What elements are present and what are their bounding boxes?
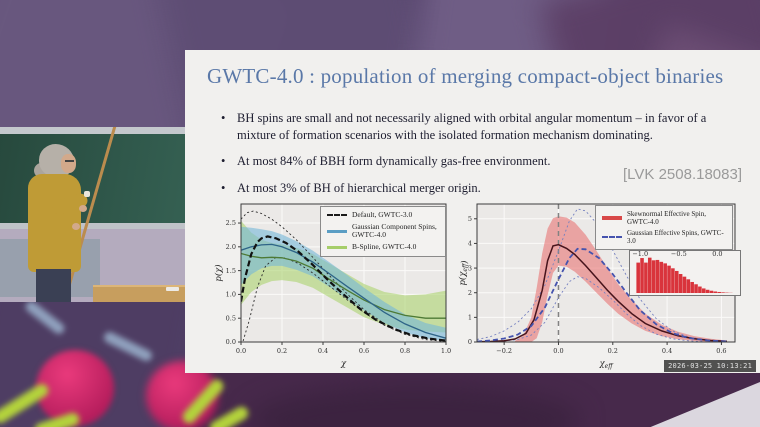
lecturer-pants [36,269,71,302]
legend-entry: Default, GWTC-3.0 [327,210,439,220]
svg-text:0.6: 0.6 [716,347,726,355]
svg-text:0.4: 0.4 [662,347,672,355]
lecturer-glasses [65,160,74,162]
svg-text:1.0: 1.0 [441,347,451,355]
svg-text:3: 3 [468,264,472,272]
effective-spin-chart: −0.2 0.0 0.2 0.4 0.6 0 1 2 3 4 5 χeff p(χeff) Skewno… [457,198,743,370]
bullet-text: At most 3% of BH of hierarchical merger … [237,180,481,195]
paper-reference: [LVK 2508.18083] [623,166,742,183]
bullet-text: At most 84% of BBH form dynamically gas-… [237,154,551,168]
lecturer-cuff [84,191,90,197]
slide-title: GWTC-4.0 : population of merging compact… [207,64,724,88]
paper-on-desk [166,287,179,291]
svg-text:p(χeff): p(χeff) [457,260,470,285]
legend-line-sample [602,216,622,221]
timestamp-badge: 2026-03-25 10:13:21 [664,360,756,372]
svg-text:2.0: 2.0 [226,243,236,251]
chart-legend: Default, GWTC-3.0 Gaussian Component Spin… [320,206,446,257]
inset-x-ticks: −1.0 −0.5 0.0 [629,250,741,258]
svg-text:0.2: 0.2 [608,347,618,355]
svg-text:2.5: 2.5 [226,219,236,227]
inset-tick-label: −0.5 [670,250,687,258]
bullet-marker: • [221,111,226,125]
blackboard-rail [0,127,185,134]
bullet-item: • BH spins are small and not necessarily… [221,110,746,143]
svg-text:0.0: 0.0 [226,338,236,346]
lecturer-face [61,154,76,173]
svg-text:0.8: 0.8 [400,347,410,355]
svg-text:0.4: 0.4 [318,347,328,355]
legend-entry: Gaussian Effective Spins, GWTC-3.0 [602,229,726,245]
legend-label: Gaussian Effective Spins, GWTC-3.0 [627,229,724,246]
svg-text:1.5: 1.5 [226,267,236,275]
svg-text:χ: χ [340,359,347,369]
lecturer-sweater [28,174,81,272]
svg-text:0.6: 0.6 [359,347,369,355]
lecturer-hand [72,223,80,230]
lecturer-video-feed [0,127,185,302]
svg-text:0: 0 [468,338,472,346]
svg-text:0.5: 0.5 [226,314,236,322]
svg-text:0.0: 0.0 [236,347,246,355]
svg-text:2: 2 [468,289,472,297]
legend-line-sample [327,229,347,233]
bullet-marker: • [221,180,226,195]
skew-inset-histogram: −1.0−0.50.0 ε (skew) [629,250,741,296]
bullet-list: • BH spins are small and not necessarily… [221,110,746,206]
spin-magnitude-chart: 0.0 0.2 0.4 0.6 0.8 1.0 0.0 0.5 1.0 1.5 2.0 2.5 χ p(χ… [213,198,456,370]
svg-text:0.0: 0.0 [553,347,563,355]
legend-label: Default, GWTC-3.0 [352,210,413,219]
svg-text:1: 1 [468,314,472,322]
slide: GWTC-4.0 : population of merging compact… [185,50,760,373]
legend-label: Skewnormal Effective Spin, GWTC-4.0 [627,210,706,227]
legend-line-sample [327,214,347,217]
bullet-marker: • [221,154,226,168]
chalk-tray [0,223,185,229]
inset-tick-label: 0.0 [712,250,723,258]
chart-legend: Skewnormal Effective Spin, GWTC-4.0 Gauss… [595,205,733,251]
legend-entry: B-Spline, GWTC-4.0 [327,241,439,252]
desk [93,285,185,302]
inset-histogram-svg [629,250,741,296]
legend-label: B-Spline, GWTC-4.0 [352,241,417,251]
svg-text:1.0: 1.0 [226,291,236,299]
svg-text:0.2: 0.2 [277,347,287,355]
bullet-item: • At most 3% of BH of hierarchical merge… [221,180,746,197]
legend-line-sample [327,245,347,249]
inset-tick-label: −1.0 [632,250,649,258]
svg-text:−0.2: −0.2 [496,347,512,355]
bullet-text: BH spins are small and not necessarily a… [237,111,707,142]
svg-text:4: 4 [468,240,472,248]
legend-entry: Skewnormal Effective Spin, GWTC-4.0 [602,210,726,226]
legend-label: Gaussian Component Spins, GWTC-4.0 [352,221,437,240]
lecturer-hand [79,205,87,212]
bullet-item: • At most 84% of BBH form dynamically ga… [221,153,746,170]
legend-line-sample [602,236,622,239]
svg-text:p(χ): p(χ) [213,264,224,281]
svg-text:χeff: χeff [599,359,615,370]
legend-entry: Gaussian Component Spins, GWTC-4.0 [327,221,439,240]
svg-text:5: 5 [468,215,472,223]
